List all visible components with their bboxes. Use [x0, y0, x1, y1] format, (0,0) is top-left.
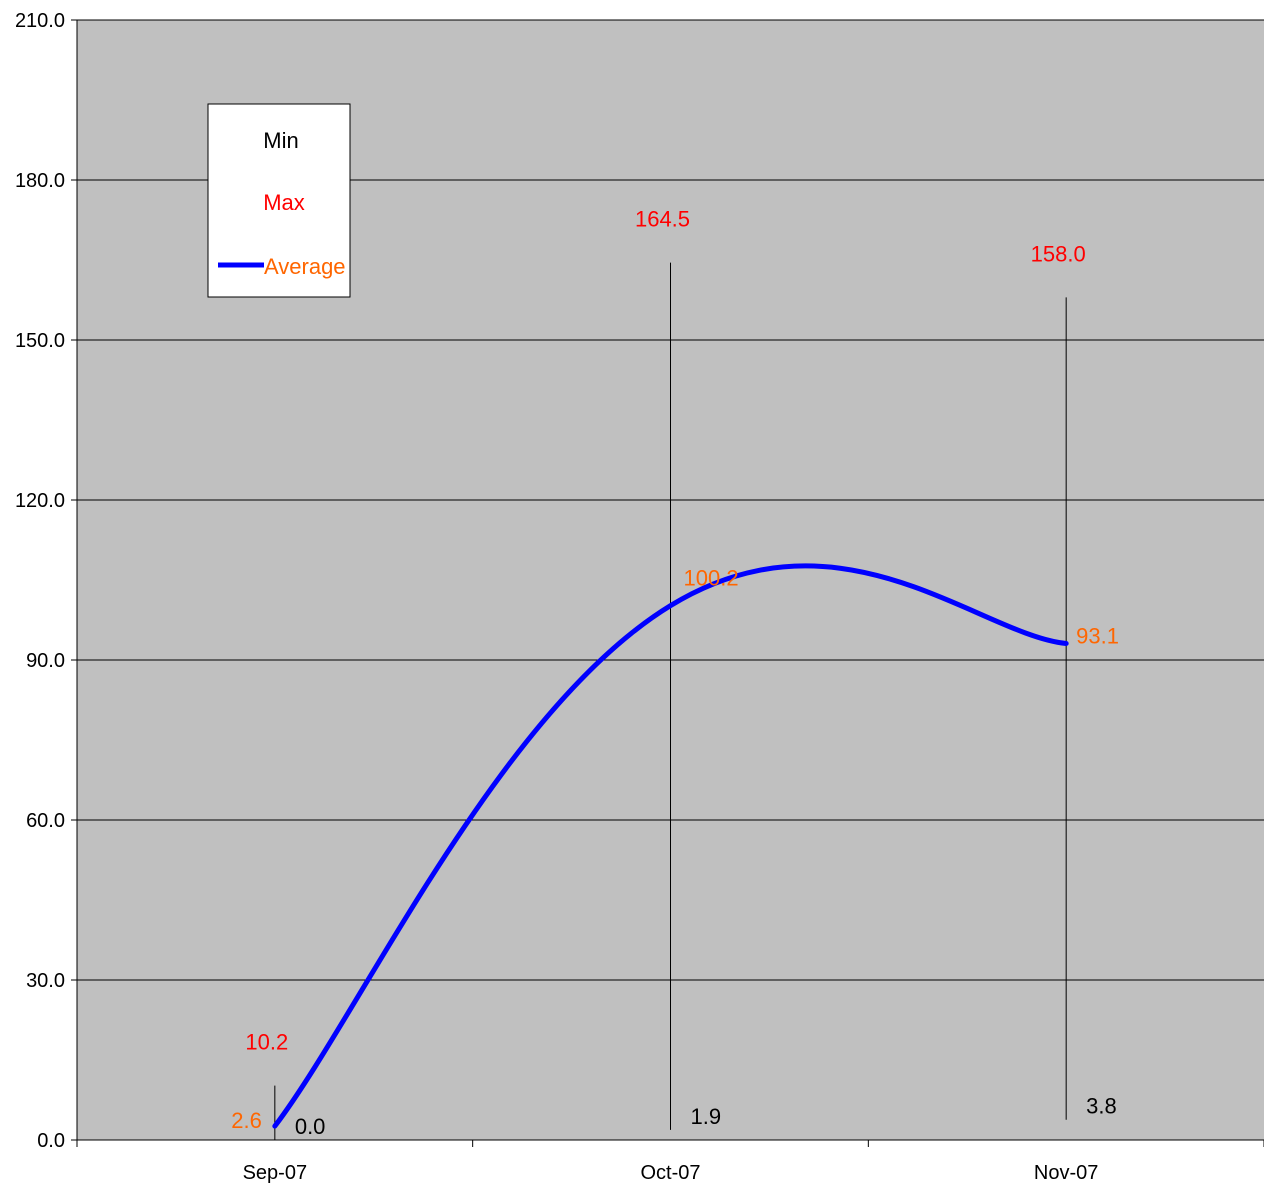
- x-tick-label: Sep-07: [243, 1162, 308, 1184]
- high-low-lines: [274, 262, 1067, 1140]
- y-tick-label: 30.0: [26, 970, 65, 992]
- legend-entry-max: Max: [263, 190, 305, 215]
- x-tick-label: Oct-07: [640, 1162, 700, 1184]
- max-data-label: 10.2: [245, 1030, 288, 1055]
- average-data-label: 100.2: [684, 566, 739, 591]
- y-tick-label: 0.0: [37, 1130, 65, 1152]
- min-data-label: 0.0: [295, 1114, 326, 1139]
- y-tick-label: 150.0: [15, 330, 65, 352]
- y-axis-ticks: 0.0 30.0 60.0 90.0 120.0 150.0 180.0 210.0: [15, 10, 77, 1152]
- max-data-label: 158.0: [1031, 241, 1086, 266]
- legend-entry-average: Average: [264, 254, 346, 279]
- y-tick-label: 60.0: [26, 810, 65, 832]
- legend: Min Max Average: [207, 103, 351, 298]
- y-tick-label: 90.0: [26, 650, 65, 672]
- min-data-label: 3.8: [1086, 1094, 1117, 1119]
- min-data-label: 1.9: [691, 1104, 722, 1129]
- max-data-label: 164.5: [635, 207, 690, 232]
- average-data-label: 93.1: [1076, 623, 1119, 648]
- y-tick-label: 210.0: [15, 10, 65, 32]
- x-tick-label: Nov-07: [1034, 1162, 1098, 1184]
- average-series-line: [272, 563, 1069, 1129]
- y-tick-label: 180.0: [15, 170, 65, 192]
- legend-entry-min: Min: [263, 128, 298, 153]
- data-labels: 10.2 0.0 164.5 1.9 158.0 3.8 2.6 100.2 93.1: [231, 207, 1119, 1139]
- y-tick-label: 120.0: [15, 490, 65, 512]
- x-axis-ticks: Sep-07 Oct-07 Nov-07: [76, 1140, 1264, 1184]
- average-data-label: 2.6: [231, 1108, 262, 1133]
- average-series: [272, 563, 1069, 1129]
